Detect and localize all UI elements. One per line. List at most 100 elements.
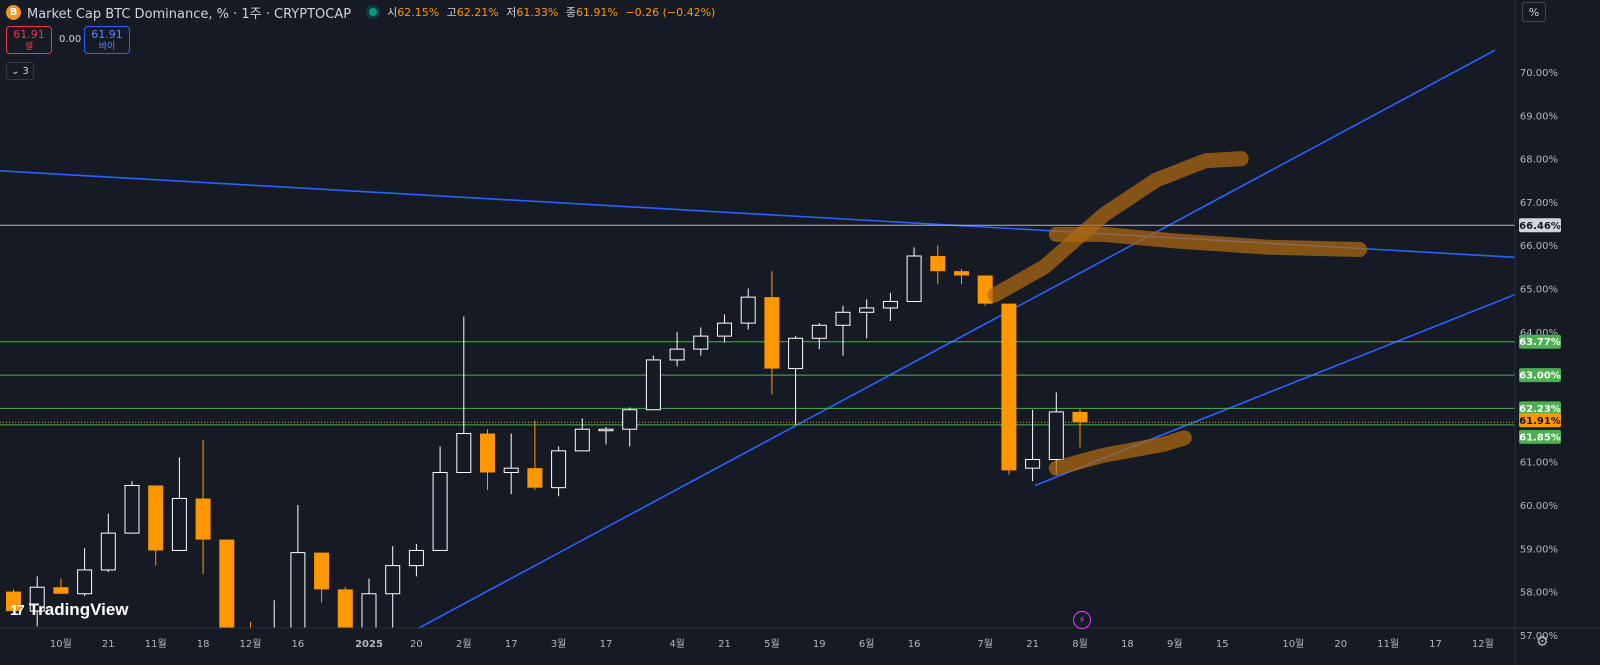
candle xyxy=(906,247,922,302)
y-tick-label: 58.00% xyxy=(1520,588,1558,599)
candle-body xyxy=(77,569,93,595)
price-level-label: 61.91% xyxy=(1519,413,1561,428)
ohlc-open-label: 시 xyxy=(387,6,398,19)
x-tick-label: 16 xyxy=(908,639,921,650)
y-tick-label: 59.00% xyxy=(1520,544,1558,555)
candle xyxy=(29,576,45,627)
price-level-tag xyxy=(1519,401,1561,416)
candle-body xyxy=(1001,303,1017,471)
price-level-text: 63.77% xyxy=(1519,337,1561,348)
x-tick-label: 4월 xyxy=(669,638,685,650)
candle-body xyxy=(124,484,140,534)
buy-button[interactable]: 61.91 바이 xyxy=(84,26,130,54)
x-tick-label: 10월 xyxy=(1282,638,1304,650)
y-tick-label: 65.00% xyxy=(1520,284,1558,295)
percent-scale-toggle[interactable]: % xyxy=(1522,2,1546,22)
horizontal-levels xyxy=(0,224,1515,426)
price-level-tag xyxy=(1519,429,1561,444)
candle-body xyxy=(835,311,851,326)
ohlc-change: −0.26 (−0.42%) xyxy=(625,6,716,19)
candle-body xyxy=(337,589,353,628)
candle-body xyxy=(574,428,590,452)
candle-body xyxy=(195,498,211,540)
candle xyxy=(124,481,140,534)
tradingview-logo[interactable]: 17 TradingView xyxy=(10,600,129,620)
y-tick-label: 69.00% xyxy=(1520,111,1558,122)
spread-value: 0.00 xyxy=(59,34,82,45)
x-tick-label: 15 xyxy=(1216,639,1229,650)
indicator-count: 3 xyxy=(22,65,29,77)
ohlc-low-label: 저 xyxy=(506,6,517,19)
price-level-tag xyxy=(1519,368,1561,383)
candle-body xyxy=(1048,411,1064,461)
candle xyxy=(622,407,638,447)
candle-body xyxy=(148,485,164,551)
sell-button[interactable]: 61.91 셀 xyxy=(6,26,52,54)
candle xyxy=(1001,303,1017,475)
candle xyxy=(574,418,590,452)
y-tick-label: 64.00% xyxy=(1520,328,1558,339)
candle xyxy=(432,446,448,551)
indicators-collapse-button[interactable]: ⌄ 3 xyxy=(6,62,34,80)
candle-body xyxy=(503,467,519,474)
candle xyxy=(77,548,93,596)
ohlc-high-label: 고 xyxy=(446,6,457,19)
candle xyxy=(361,578,377,628)
y-tick-label: 60.00% xyxy=(1520,501,1558,512)
candle xyxy=(480,429,495,490)
ohlc-values: 시62.15% 고62.21% 저61.33% 종61.91% −0.26 (−… xyxy=(387,4,719,20)
candle xyxy=(503,433,519,495)
candle-body xyxy=(290,552,306,628)
price-level-text: 61.91% xyxy=(1519,416,1561,427)
price-level-label: 63.77% xyxy=(1519,334,1561,349)
candle-body xyxy=(408,549,424,567)
market-status-icon xyxy=(369,8,378,16)
lightning-event-icon[interactable]: ⚡ xyxy=(1073,611,1091,629)
x-tick-label: 20 xyxy=(1334,639,1347,650)
candle-body xyxy=(930,256,946,272)
price-level-text: 62.23% xyxy=(1519,404,1561,415)
candle xyxy=(740,288,756,330)
candle xyxy=(645,355,661,411)
candle xyxy=(551,446,567,497)
y-tick-label: 68.00% xyxy=(1520,155,1558,166)
candle-body xyxy=(1072,411,1088,423)
x-tick-label: 9월 xyxy=(1167,638,1183,650)
x-tick-label: 5월 xyxy=(764,638,780,650)
candle-body xyxy=(480,433,495,473)
price-axis: 57.00%58.00%59.00%60.00%61.00%62.00%63.0… xyxy=(1514,0,1558,665)
candle xyxy=(527,420,543,490)
x-tick-label: 17 xyxy=(600,639,613,650)
y-tick-label: 70.00% xyxy=(1520,68,1558,79)
candle-body xyxy=(693,335,709,350)
candle xyxy=(788,336,804,425)
candle-body xyxy=(764,297,780,369)
candle-body xyxy=(456,433,472,474)
candle-body xyxy=(906,255,922,302)
time-axis: 10월 21 11월 18 12월 16 2025 20 2월 17 3월 17 4월 21 5월 19 6월 1… xyxy=(0,627,1600,650)
x-tick-label: 18 xyxy=(197,639,210,650)
candle xyxy=(669,331,685,367)
candle-body xyxy=(669,348,685,361)
candle-body xyxy=(29,586,45,612)
candle xyxy=(219,539,235,628)
symbol-title[interactable]: Market Cap BTC Dominance, % · 1주 · CRYPT… xyxy=(27,6,352,22)
candle-body xyxy=(219,539,235,628)
level-labels: 66.46% 63.77% 63.00% 62.23%61.91% 61.85% xyxy=(1519,218,1561,444)
candle xyxy=(250,621,251,628)
price-level-text: 66.46% xyxy=(1519,221,1561,232)
candle-body xyxy=(598,428,614,432)
highlighter-strokes xyxy=(987,151,1368,476)
chart-settings-gear-icon[interactable]: ⚙ xyxy=(1536,634,1549,650)
candle xyxy=(337,587,353,628)
ohlc-open: 62.15% xyxy=(397,6,440,19)
sell-label: 셀 xyxy=(24,42,34,52)
candle xyxy=(859,299,875,339)
highlighter-stroke-3 xyxy=(1048,430,1192,476)
candle xyxy=(290,504,306,628)
candle xyxy=(53,578,69,594)
candle xyxy=(385,546,401,628)
x-tick-label: 2월 xyxy=(456,638,472,650)
tradingview-logo-text: TradingView xyxy=(28,600,129,619)
